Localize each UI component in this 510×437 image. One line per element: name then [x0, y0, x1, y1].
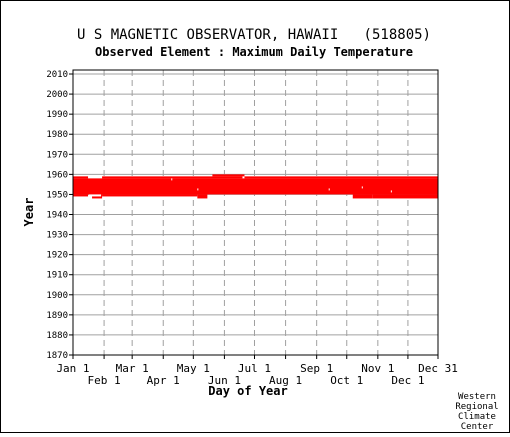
credit-line: Center: [461, 422, 494, 432]
y-tick-label: 1930: [46, 231, 68, 241]
x-tick-label: Jun 1: [208, 374, 241, 387]
data-gap: [361, 186, 363, 189]
y-tick-label: 1950: [46, 190, 68, 200]
x-tick-label: Jul 1: [238, 362, 271, 375]
plot-area: [73, 70, 438, 355]
credit-line: Western: [458, 392, 496, 402]
data-gap: [197, 188, 199, 191]
observed-block: [197, 194, 208, 199]
data-gap: [390, 190, 392, 193]
plot-border: [72, 69, 439, 356]
y-tick-label: 1920: [46, 251, 68, 261]
y-tick-label: 1970: [46, 150, 68, 160]
x-tick-label: Aug 1: [269, 374, 302, 387]
observed-block: [352, 194, 373, 199]
x-tick-label: Dec 1: [391, 374, 424, 387]
x-tick-label: Dec 31: [418, 362, 458, 375]
y-tick-label: 1880: [46, 331, 68, 341]
observed-block: [102, 194, 198, 197]
credit-line: Climate: [458, 412, 496, 422]
y-tick-label: 2000: [46, 90, 68, 100]
x-axis: Jan 1 Mar 1 May 1 Jul 1 Sep 1 Nov 1 Dec 31 Feb …: [56, 355, 458, 387]
observed-block: [73, 176, 89, 179]
data-gap: [171, 178, 173, 181]
chart-title: U S MAGNETIC OBSERVATOR, HAWAII (518805): [77, 27, 431, 43]
observed-block: [73, 178, 438, 195]
x-tick-label: Sep 1: [300, 362, 333, 375]
y-tick-label: 1960: [46, 170, 68, 180]
observed-block: [244, 176, 438, 179]
data-gap: [328, 188, 330, 191]
grid: [73, 70, 438, 356]
x-tick-label: May 1: [177, 362, 210, 375]
chart-subtitle: Observed Element : Maximum Daily Tempera…: [95, 45, 413, 59]
observed-block: [212, 174, 245, 177]
y-axis: 1870 1880 1890 1900 1910 1920 1930 1940 1950 1960…: [46, 70, 73, 361]
y-tick-label: 1890: [46, 311, 68, 321]
y-tick-label: 1990: [46, 110, 68, 120]
observed-block: [73, 194, 89, 197]
x-axis-label: Day of Year: [208, 384, 287, 398]
x-tick-label: Nov 1: [361, 362, 394, 375]
credit-line: Regional: [455, 402, 498, 412]
y-tick-label: 1980: [46, 130, 68, 140]
x-tick-label: Apr 1: [147, 374, 180, 387]
y-tick-label: 1940: [46, 211, 68, 221]
data-gap: [89, 194, 102, 197]
observed-block: [102, 176, 243, 179]
x-tick-label: Feb 1: [88, 374, 121, 387]
x-tick-label: Mar 1: [116, 362, 149, 375]
y-tick-label: 1870: [46, 351, 68, 361]
y-tick-label: 1910: [46, 271, 68, 281]
y-tick-label: 2010: [46, 70, 68, 80]
observed-data: [73, 174, 438, 199]
y-axis-label: Year: [22, 198, 36, 227]
x-tick-label: Oct 1: [330, 374, 363, 387]
y-tick-label: 1900: [46, 291, 68, 301]
observed-block: [372, 194, 438, 199]
x-tick-label: Jan 1: [56, 362, 89, 375]
